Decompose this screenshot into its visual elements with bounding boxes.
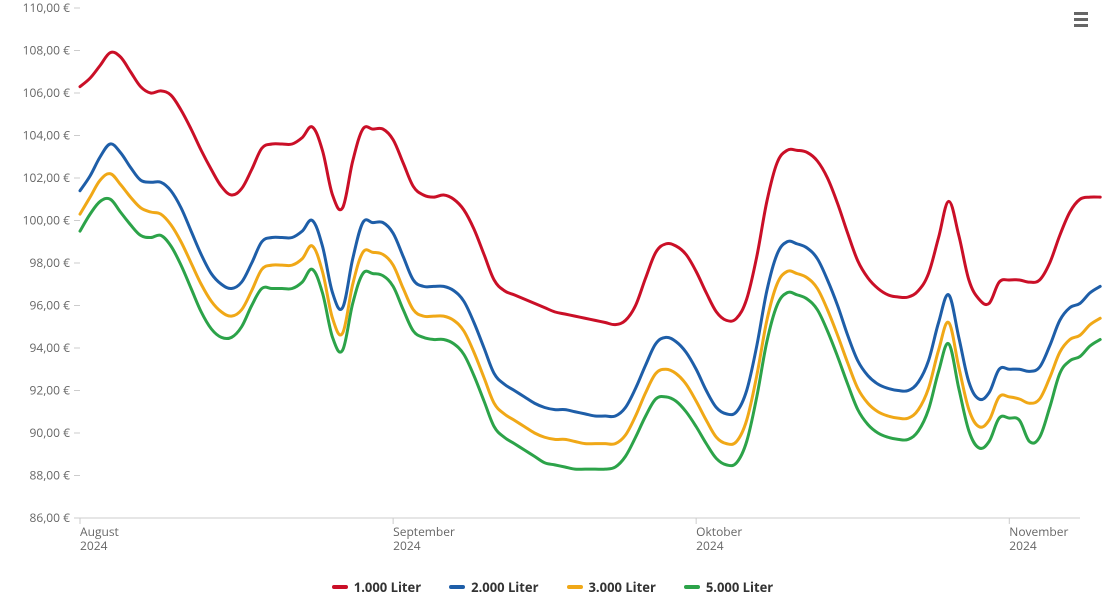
svg-text:94,00 €: 94,00 € xyxy=(29,339,70,356)
legend-label: 3.000 Liter xyxy=(589,578,656,596)
svg-text:104,00 €: 104,00 € xyxy=(23,127,71,144)
legend-item[interactable]: 1.000 Liter xyxy=(332,578,421,596)
svg-text:108,00 €: 108,00 € xyxy=(23,42,71,59)
price-chart: 86,00 € 88,00 € 90,00 € 92,00 € 94,00 € 96,00… xyxy=(0,0,1105,602)
svg-text:90,00 €: 90,00 € xyxy=(29,424,70,441)
svg-text:100,00 €: 100,00 € xyxy=(23,212,71,229)
legend-swatch xyxy=(449,585,465,589)
legend-item[interactable]: 5.000 Liter xyxy=(684,578,773,596)
legend-label: 2.000 Liter xyxy=(471,578,538,596)
svg-text:86,00 €: 86,00 € xyxy=(29,509,70,526)
chart-legend: 1.000 Liter 2.000 Liter 3.000 Liter 5.000 L… xyxy=(0,578,1105,596)
svg-text:106,00 €: 106,00 € xyxy=(23,84,71,101)
legend-swatch xyxy=(567,585,583,589)
chart-menu-button[interactable] xyxy=(1067,6,1095,32)
svg-text:98,00 €: 98,00 € xyxy=(29,254,70,271)
hamburger-icon xyxy=(1074,12,1088,15)
legend-label: 5.000 Liter xyxy=(706,578,773,596)
legend-item[interactable]: 3.000 Liter xyxy=(567,578,656,596)
legend-swatch xyxy=(332,585,348,589)
svg-text:110,00 €: 110,00 € xyxy=(23,0,71,16)
chart-svg: 86,00 € 88,00 € 90,00 € 92,00 € 94,00 € 96,00… xyxy=(0,0,1105,602)
svg-text:2024: 2024 xyxy=(80,537,108,554)
svg-text:92,00 €: 92,00 € xyxy=(29,382,70,399)
hamburger-icon xyxy=(1074,18,1088,21)
svg-text:2024: 2024 xyxy=(1009,537,1037,554)
legend-label: 1.000 Liter xyxy=(354,578,421,596)
hamburger-icon xyxy=(1074,24,1088,27)
legend-swatch xyxy=(684,585,700,589)
svg-text:88,00 €: 88,00 € xyxy=(29,467,70,484)
svg-text:102,00 €: 102,00 € xyxy=(23,169,71,186)
svg-text:2024: 2024 xyxy=(393,537,421,554)
legend-item[interactable]: 2.000 Liter xyxy=(449,578,538,596)
svg-text:96,00 €: 96,00 € xyxy=(29,297,70,314)
svg-text:2024: 2024 xyxy=(696,537,724,554)
